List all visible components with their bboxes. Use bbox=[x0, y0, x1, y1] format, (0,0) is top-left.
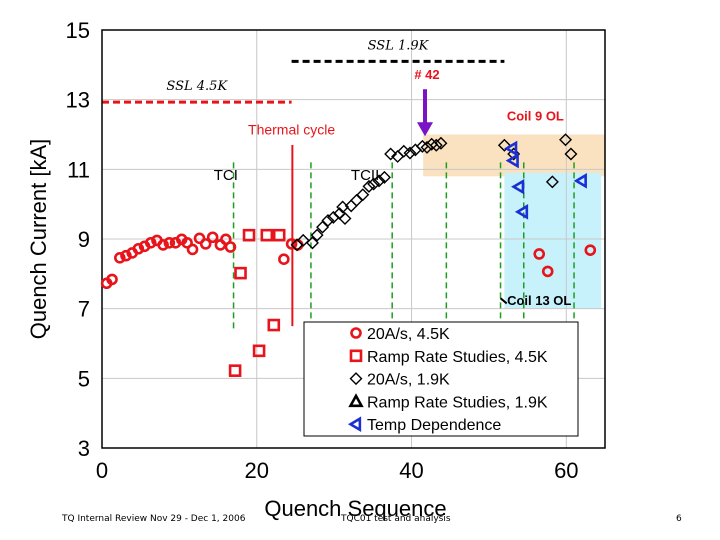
data-point-ramp-rate-studies-4-5k bbox=[267, 318, 281, 332]
data-point-20a-s-1-9k bbox=[507, 147, 521, 161]
data-point-ramp-rate-studies-4-5k bbox=[234, 266, 247, 280]
data-point-20a-s-1-9k bbox=[356, 188, 370, 202]
data-point-20a-s-1-9k bbox=[362, 179, 376, 193]
data-point-20a-s-1-9k bbox=[305, 236, 319, 250]
ref-label-ssl-1-9k: SSL 1.9K bbox=[368, 38, 430, 53]
data-point-20a-s-1-9k bbox=[545, 175, 559, 189]
region-coil-13-ol bbox=[504, 172, 602, 309]
x-axis-label: Quench Sequence bbox=[264, 496, 446, 521]
data-point-20a-s-4-5k bbox=[584, 244, 597, 256]
data-point-20a-s-4-5k bbox=[113, 252, 126, 264]
sample-42-arrow-head bbox=[417, 122, 434, 137]
data-point-temp-dependence bbox=[514, 204, 529, 220]
data-point-20a-s-4-5k bbox=[132, 242, 145, 255]
data-point-20a-s-4-5k bbox=[206, 231, 219, 244]
annotation-coil-13-ol: Coil 13 OL bbox=[507, 293, 571, 308]
data-point-20a-s-4-5k bbox=[285, 238, 298, 250]
data-point-20a-s-1-9k bbox=[497, 138, 511, 152]
legend-label-20a-s-4-5k: 20A/s, 4.5K bbox=[367, 326, 450, 343]
x-tick-label: 40 bbox=[399, 458, 423, 483]
y-tick-label: 15 bbox=[66, 18, 90, 43]
legend-label-20a-s-1-9k: 20A/s, 1.9K bbox=[367, 372, 450, 389]
data-point-20a-s-4-5k bbox=[106, 273, 118, 286]
x-tick-label: 0 bbox=[96, 458, 108, 483]
legend-box bbox=[303, 321, 579, 437]
annotation-tci: TCI bbox=[214, 167, 238, 184]
coil13-pointer bbox=[499, 297, 508, 305]
data-point-ramp-rate-studies-4-5k bbox=[272, 228, 286, 242]
data-point-ramp-rate-studies-4-5k bbox=[252, 344, 266, 358]
annotation-42: # 42 bbox=[414, 67, 439, 82]
legend-marker-20a-s-4-5k bbox=[350, 327, 362, 339]
y-tick-label: 7 bbox=[78, 297, 90, 322]
data-point-20a-s-4-5k bbox=[193, 232, 206, 245]
legend-marker-temp-dependence bbox=[347, 416, 362, 432]
region-coil-9-ol bbox=[423, 134, 605, 177]
data-point-20a-s-4-5k bbox=[163, 237, 176, 249]
legend-marker-ramp-rate-studies-4-5k bbox=[349, 349, 363, 363]
plot-frame bbox=[101, 29, 606, 449]
data-point-temp-dependence bbox=[573, 173, 587, 189]
footer-left: TQ Internal Review Nov 29 - Dec 1, 2006 bbox=[62, 514, 246, 524]
data-point-ramp-rate-studies-4-5k bbox=[242, 228, 256, 242]
legend-label-temp-dependence: Temp Dependence bbox=[367, 417, 501, 434]
data-point-20a-s-1-9k bbox=[321, 214, 335, 228]
data-point-20a-s-1-9k bbox=[316, 220, 330, 234]
data-point-20a-s-4-5k bbox=[181, 237, 193, 249]
data-point-20a-s-1-9k bbox=[429, 138, 443, 152]
ref-label-ssl-4-5k: SSL 4.5K bbox=[166, 79, 228, 94]
annotation-tcii: TCII bbox=[351, 167, 379, 184]
data-point-20a-s-4-5k bbox=[186, 243, 199, 256]
x-tick-label: 20 bbox=[245, 458, 269, 483]
legend-marker-20a-s-1-9k bbox=[349, 372, 363, 386]
y-tick-label: 3 bbox=[78, 436, 90, 461]
data-point-20a-s-1-9k bbox=[310, 228, 324, 242]
footer-page-number: 6 bbox=[676, 514, 682, 524]
data-point-20a-s-1-9k bbox=[372, 174, 386, 188]
legend-label-ramp-rate-studies-4-5k: Ramp Rate Studies, 4.5K bbox=[367, 349, 548, 366]
data-point-20a-s-1-9k bbox=[384, 147, 398, 161]
data-point-20a-s-1-9k bbox=[564, 147, 578, 161]
data-point-temp-dependence bbox=[504, 140, 518, 157]
data-point-temp-dependence bbox=[511, 178, 525, 195]
series-temp-dependence bbox=[504, 140, 587, 220]
data-point-20a-s-1-9k bbox=[367, 177, 381, 191]
series-ramp-rate-studies-4-5k bbox=[228, 228, 286, 377]
data-point-20a-s-4-5k bbox=[533, 248, 546, 260]
annotation-thermal-cycle: Thermal cycle bbox=[248, 122, 335, 138]
data-point-20a-s-1-9k bbox=[403, 146, 417, 160]
data-point-20a-s-1-9k bbox=[434, 136, 448, 150]
footer-center: TQC01 test and analysis bbox=[341, 514, 451, 524]
series-20a-s-4-5k bbox=[100, 231, 597, 290]
data-point-20a-s-4-5k bbox=[120, 249, 132, 262]
data-point-ramp-rate-studies-4-5k bbox=[260, 228, 274, 242]
y-tick-label: 13 bbox=[66, 88, 90, 113]
data-point-20a-s-1-9k bbox=[338, 211, 352, 225]
data-point-20a-s-1-9k bbox=[377, 170, 391, 184]
legend-label-ramp-rate-studies-1-9k: Ramp Rate Studies, 1.9K bbox=[367, 394, 548, 411]
data-point-ramp-rate-studies-4-5k bbox=[228, 364, 242, 377]
data-point-20a-s-4-5k bbox=[541, 265, 554, 278]
x-tick-label: 60 bbox=[554, 458, 578, 483]
data-point-20a-s-1-9k bbox=[296, 233, 310, 247]
data-point-20a-s-1-9k bbox=[559, 133, 573, 147]
data-point-20a-s-4-5k bbox=[199, 238, 212, 250]
y-tick-label: 11 bbox=[67, 157, 90, 182]
data-point-20a-s-4-5k bbox=[224, 241, 237, 253]
legend-marker-ramp-rate-studies-1-9k bbox=[348, 393, 364, 408]
annotation-coil-9-ol: Coil 9 OL bbox=[507, 109, 564, 124]
data-point-20a-s-4-5k bbox=[157, 239, 169, 251]
data-point-20a-s-4-5k bbox=[278, 253, 290, 266]
y-axis-label: Quench Current [kA] bbox=[26, 139, 51, 340]
y-tick-label: 5 bbox=[78, 366, 90, 391]
data-point-20a-s-4-5k bbox=[144, 237, 157, 249]
y-tick-label: 9 bbox=[78, 227, 90, 252]
data-point-temp-dependence bbox=[505, 152, 519, 169]
series-20a-s-1-9k bbox=[290, 133, 578, 252]
